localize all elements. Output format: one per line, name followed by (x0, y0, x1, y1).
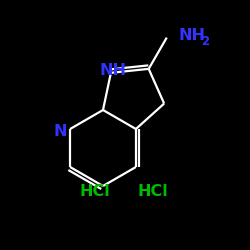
Text: HCl: HCl (138, 184, 168, 200)
Text: NH: NH (100, 63, 126, 78)
Text: 2: 2 (201, 35, 209, 48)
Text: N: N (53, 124, 67, 138)
Text: HCl: HCl (80, 184, 110, 200)
Text: NH: NH (179, 28, 206, 43)
